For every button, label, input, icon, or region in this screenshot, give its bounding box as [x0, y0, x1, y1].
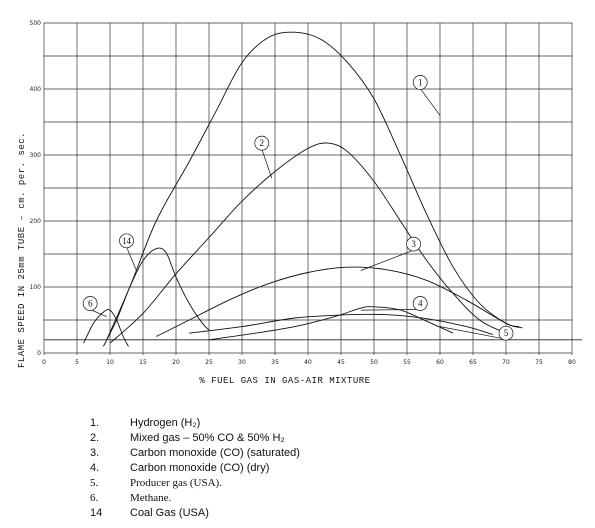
curve-label-leader [360, 249, 414, 271]
curve-label-leader [419, 88, 441, 116]
legend-text: Producer gas (USA). [130, 476, 222, 489]
legend-item: 14 Coal Gas (USA) [90, 505, 300, 520]
curve-label-circle [498, 325, 514, 341]
chart-grid [43, 22, 582, 355]
legend-number: 4. [90, 461, 100, 474]
x-tick-label: 20 [172, 359, 180, 366]
x-tick-label: 25 [205, 359, 213, 366]
legend-text: Mixed gas – 50% CO & 50% H₂ [130, 431, 285, 444]
y-tick-label: 200 [30, 218, 42, 225]
curve-label-5: 5 [504, 328, 509, 338]
series-curves [83, 31, 523, 347]
curve-label-3: 3 [411, 239, 416, 249]
flame-speed-chart: 0 5 10 15 20 25 30 35 40 45 50 55 60 65 70 75 8001002003… [17, 20, 582, 386]
legend-number: 3. [90, 446, 100, 459]
curve-labels: 1 2 3 4 5 6 14 [82, 75, 514, 341]
y-tick-label: 300 [30, 152, 42, 159]
x-tick-label: 35 [271, 359, 279, 366]
curve-label-circle [412, 75, 428, 90]
x-tick-label: 45 [337, 359, 345, 366]
legend-text: Carbon monoxide (CO) (saturated) [130, 446, 300, 459]
legend-number: 2. [90, 431, 100, 444]
curve-label-leader [126, 246, 137, 271]
x-tick-label: 70 [502, 359, 510, 366]
curve-1 [106, 31, 523, 340]
legend-number: 5. [90, 476, 99, 489]
legend-number: 14 [90, 506, 103, 519]
curve-label-leader [261, 149, 273, 179]
legend-item: 2. Mixed gas – 50% CO & 50% H₂ [90, 430, 300, 445]
y-tick-label: 500 [30, 20, 42, 27]
y-tick-label: 100 [30, 284, 42, 291]
legend: 1. Hydrogen (H₂) 2. Mixed gas – 50% CO & 50… [90, 415, 300, 520]
x-tick-label: 10 [106, 359, 114, 366]
legend-item: 4. Carbon monoxide (CO) (dry) [90, 460, 300, 475]
curve-label-2: 2 [260, 138, 265, 148]
curve-label-leader [90, 309, 107, 318]
x-tick-label: 15 [139, 359, 147, 366]
curve-label-circle [406, 236, 421, 252]
tick-labels: 0 5 10 15 20 25 30 35 40 45 50 55 60 65 70 75 8001002003… [30, 20, 576, 366]
y-axis-label: FLAME SPEED IN 25mm TUBE – cm. per. sec. [17, 132, 27, 368]
curve-label-circle [82, 296, 98, 311]
legend-text: Methane. [130, 491, 172, 504]
curve-4 [208, 306, 454, 341]
legend-text: Carbon monoxide (CO) (dry) [130, 461, 270, 474]
curve-label-4: 4 [418, 299, 423, 309]
legend-text: Hydrogen (H₂) [130, 416, 201, 429]
x-tick-label: 80 [568, 359, 576, 366]
x-tick-label: 30 [238, 359, 246, 366]
legend-item: 1. Hydrogen (H₂) [90, 415, 300, 430]
legend-number: 1. [90, 416, 100, 429]
curve-2 [109, 142, 507, 344]
x-tick-label: 5 [75, 359, 79, 366]
curve-label-circle [412, 296, 428, 311]
legend-item: 6. Methane. [90, 490, 300, 505]
curve-6 [83, 309, 129, 347]
x-tick-label: 60 [436, 359, 444, 366]
curve-label-leader [439, 326, 507, 340]
y-tick-label: 0 [37, 350, 41, 357]
x-tick-label: 40 [304, 359, 312, 366]
legend-text: Coal Gas (USA) [130, 506, 209, 519]
curve-label-leader [360, 309, 421, 311]
x-tick-label: 65 [469, 359, 477, 366]
curve-label-1: 1 [418, 77, 423, 87]
curve-14 [102, 247, 210, 347]
curve-label-14: 14 [122, 236, 132, 246]
legend-number: 6. [90, 491, 99, 504]
x-tick-label: 0 [42, 359, 46, 366]
x-tick-label: 50 [370, 359, 378, 366]
curve-label-6: 6 [88, 299, 93, 309]
curve-5 [189, 313, 493, 335]
x-tick-label: 55 [403, 359, 411, 366]
curve-label-circle [119, 233, 134, 249]
legend-item: 5. Producer gas (USA). [90, 475, 300, 490]
curve-3 [156, 266, 520, 337]
curve-label-circle [254, 135, 270, 151]
x-axis-label: % FUEL GAS IN GAS-AIR MIXTURE [199, 376, 370, 386]
legend-item: 3. Carbon monoxide (CO) (saturated) [90, 445, 300, 460]
y-tick-label: 400 [30, 86, 42, 93]
x-tick-label: 75 [535, 359, 543, 366]
